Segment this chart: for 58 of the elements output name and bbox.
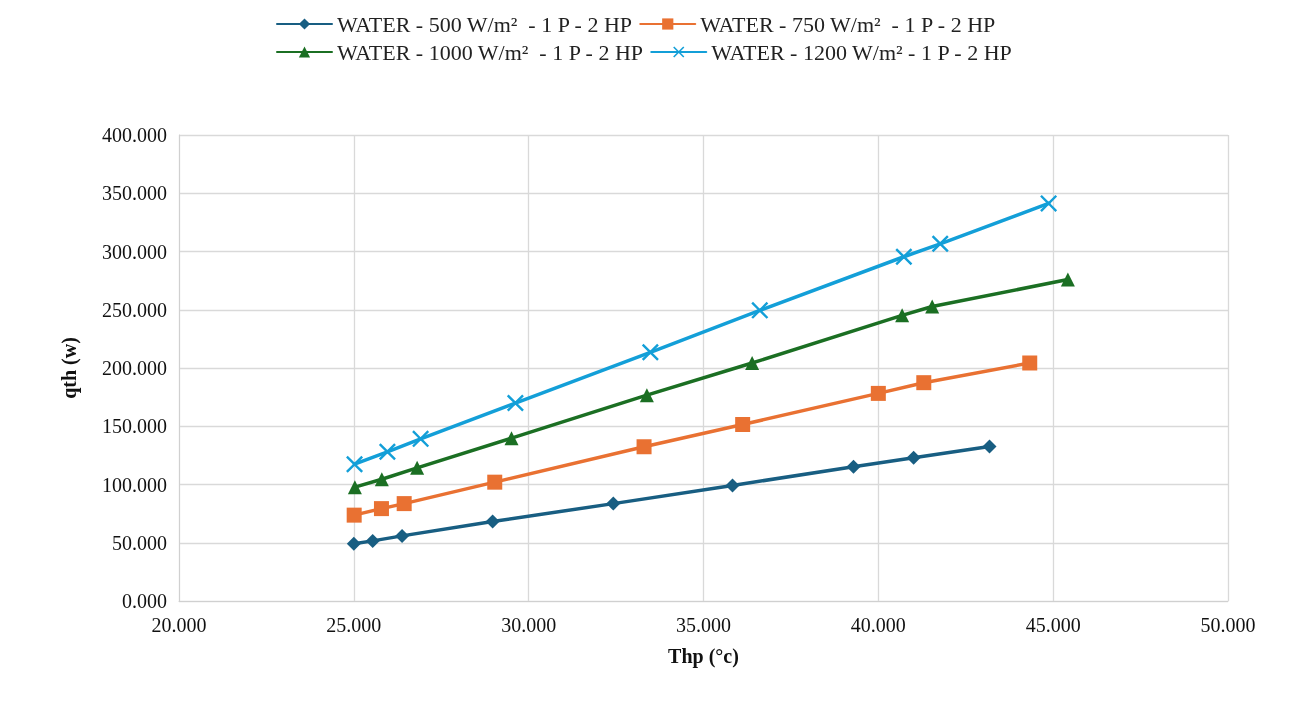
point: [365, 533, 380, 548]
point: [895, 308, 910, 323]
x-tick-label: 40.000: [850, 614, 906, 636]
y-tick-label: 200.000: [102, 357, 167, 379]
legend-label: WATER - 500 W/m² - 1 P - 2 HP: [337, 11, 633, 37]
point: [1040, 194, 1058, 212]
point: [846, 459, 861, 474]
point: [606, 496, 621, 511]
x-tick-label: 50.000: [1200, 614, 1256, 636]
point: [725, 478, 740, 493]
point: [487, 474, 503, 490]
y-tick-label: 400.000: [102, 124, 167, 146]
point: [396, 496, 412, 512]
point: [374, 472, 389, 487]
y-tick-label: 0.000: [122, 590, 167, 612]
y-tick-label: 150.000: [102, 415, 167, 438]
legend-label: WATER - 1000 W/m² - 1 P - 2 HP: [337, 39, 644, 65]
x-axis-title: Thp (°c): [668, 645, 739, 668]
x-tick-label: 20.000: [151, 614, 207, 636]
point: [504, 431, 519, 446]
point: [378, 443, 396, 461]
legend-label: WATER - 750 W/m² - 1 P - 2 HP: [700, 11, 996, 37]
point: [346, 455, 364, 473]
point: [641, 343, 659, 361]
point: [346, 507, 362, 523]
point: [895, 248, 913, 266]
point: [636, 439, 652, 455]
y-tick-label: 350.000: [102, 182, 167, 205]
point: [373, 501, 389, 517]
point: [982, 439, 997, 454]
point: [906, 450, 921, 465]
y-axis-title: qth (w): [58, 337, 81, 399]
point: [347, 480, 362, 495]
point: [485, 514, 500, 529]
point: [395, 528, 410, 543]
point: [410, 460, 425, 475]
point: [412, 430, 430, 448]
y-tick-label: 100.000: [102, 473, 167, 496]
point: [1022, 355, 1038, 371]
point: [346, 536, 361, 551]
point: [735, 417, 751, 432]
x-tick-label: 45.000: [1025, 614, 1081, 636]
point: [1060, 272, 1075, 287]
point: [916, 375, 932, 391]
y-tick-label: 250.000: [102, 298, 167, 321]
x-tick-label: 30.000: [501, 614, 557, 636]
x-tick-label: 35.000: [676, 614, 731, 636]
point: [931, 235, 949, 253]
point: [639, 388, 654, 403]
point: [925, 299, 940, 314]
point: [751, 301, 769, 319]
point: [745, 355, 760, 370]
y-tick-label: 300.000: [102, 240, 167, 263]
point: [870, 385, 886, 401]
y-tick-label: 50.000: [112, 531, 167, 554]
x-tick-label: 25.000: [326, 614, 382, 636]
legend-label: WATER - 1200 W/m² - 1 P - 2 HP: [711, 39, 1012, 65]
point: [506, 394, 524, 412]
